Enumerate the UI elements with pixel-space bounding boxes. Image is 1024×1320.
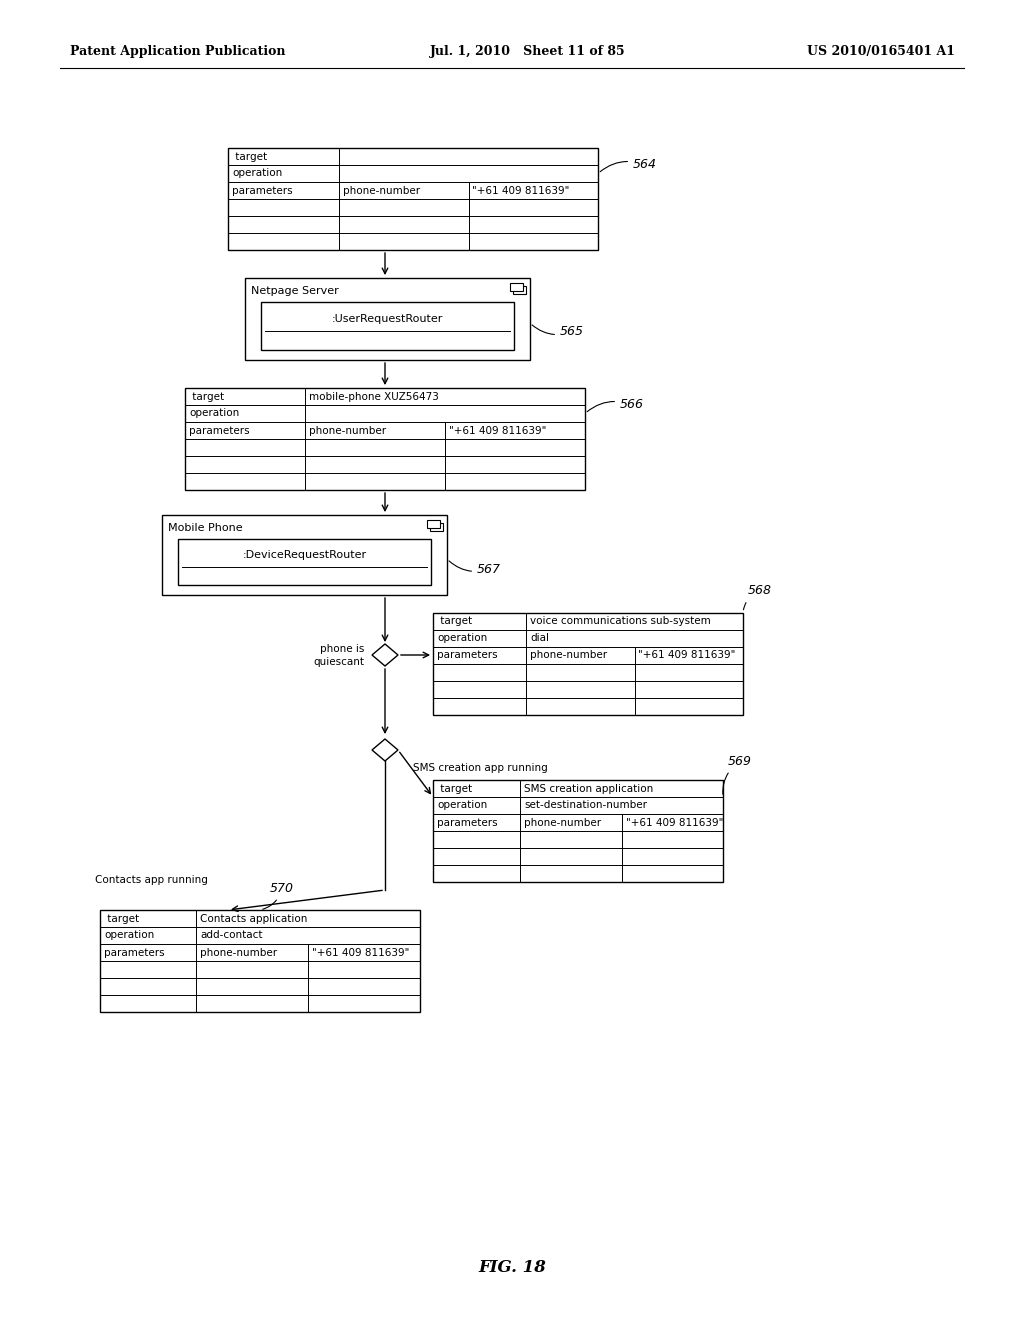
Bar <box>185 388 585 490</box>
Text: parameters: parameters <box>189 425 250 436</box>
Text: "+61 409 811639": "+61 409 811639" <box>626 817 723 828</box>
Text: Contacts app running: Contacts app running <box>95 875 208 884</box>
Text: parameters: parameters <box>104 948 165 957</box>
Text: "+61 409 811639": "+61 409 811639" <box>472 186 570 195</box>
Text: US 2010/0165401 A1: US 2010/0165401 A1 <box>807 45 955 58</box>
Text: 569: 569 <box>723 755 752 795</box>
Text: mobile-phone XUZ56473: mobile-phone XUZ56473 <box>309 392 439 401</box>
Bar <box>178 539 431 585</box>
Text: 564: 564 <box>600 158 657 172</box>
Bar <box>430 523 443 531</box>
Text: operation: operation <box>437 634 487 643</box>
Text: Mobile Phone: Mobile Phone <box>168 523 243 533</box>
Text: FIG. 18: FIG. 18 <box>478 1259 546 1276</box>
Text: operation: operation <box>104 931 155 940</box>
Text: "+61 409 811639": "+61 409 811639" <box>449 425 547 436</box>
Polygon shape <box>372 644 398 667</box>
Text: operation: operation <box>232 169 283 178</box>
Text: operation: operation <box>189 408 240 418</box>
Text: phone-number: phone-number <box>309 425 386 436</box>
Bar <box>433 780 723 882</box>
Text: 568: 568 <box>743 585 772 610</box>
Text: target: target <box>232 152 267 161</box>
Bar <box>433 612 743 714</box>
Text: set-destination-number: set-destination-number <box>524 800 647 810</box>
Bar <box>427 520 440 528</box>
Text: 570: 570 <box>263 882 294 909</box>
Text: quiescant: quiescant <box>313 657 364 667</box>
Text: 566: 566 <box>587 399 644 412</box>
Text: parameters: parameters <box>437 649 498 660</box>
Bar <box>100 909 420 1012</box>
Text: SMS creation app running: SMS creation app running <box>413 763 548 774</box>
Text: phone-number: phone-number <box>530 649 607 660</box>
Bar <box>245 279 530 360</box>
Bar <box>513 286 526 294</box>
Text: "+61 409 811639": "+61 409 811639" <box>639 649 736 660</box>
Text: voice communications sub-system: voice communications sub-system <box>530 616 711 626</box>
Text: target: target <box>437 784 472 793</box>
Text: target: target <box>104 913 139 924</box>
Bar <box>162 515 447 595</box>
Text: 567: 567 <box>450 561 501 576</box>
Text: Jul. 1, 2010   Sheet 11 of 85: Jul. 1, 2010 Sheet 11 of 85 <box>430 45 626 58</box>
Text: "+61 409 811639": "+61 409 811639" <box>312 948 410 957</box>
Polygon shape <box>372 739 398 762</box>
Text: target: target <box>189 392 224 401</box>
Text: phone-number: phone-number <box>200 948 278 957</box>
Bar <box>510 282 523 290</box>
Text: phone-number: phone-number <box>343 186 420 195</box>
Text: Patent Application Publication: Patent Application Publication <box>70 45 286 58</box>
Text: add-contact: add-contact <box>200 931 262 940</box>
Text: Netpage Server: Netpage Server <box>251 286 339 296</box>
Text: dial: dial <box>530 634 549 643</box>
Text: phone-number: phone-number <box>524 817 601 828</box>
Text: SMS creation application: SMS creation application <box>524 784 653 793</box>
Text: phone is: phone is <box>319 644 364 653</box>
Text: parameters: parameters <box>437 817 498 828</box>
Bar <box>261 302 514 350</box>
Text: parameters: parameters <box>232 186 293 195</box>
Text: :UserRequestRouter: :UserRequestRouter <box>332 314 443 323</box>
Bar <box>228 148 598 249</box>
Text: target: target <box>437 616 472 626</box>
Text: operation: operation <box>437 800 487 810</box>
Text: 565: 565 <box>532 325 584 338</box>
Text: :DeviceRequestRouter: :DeviceRequestRouter <box>243 550 367 560</box>
Text: Contacts application: Contacts application <box>200 913 307 924</box>
